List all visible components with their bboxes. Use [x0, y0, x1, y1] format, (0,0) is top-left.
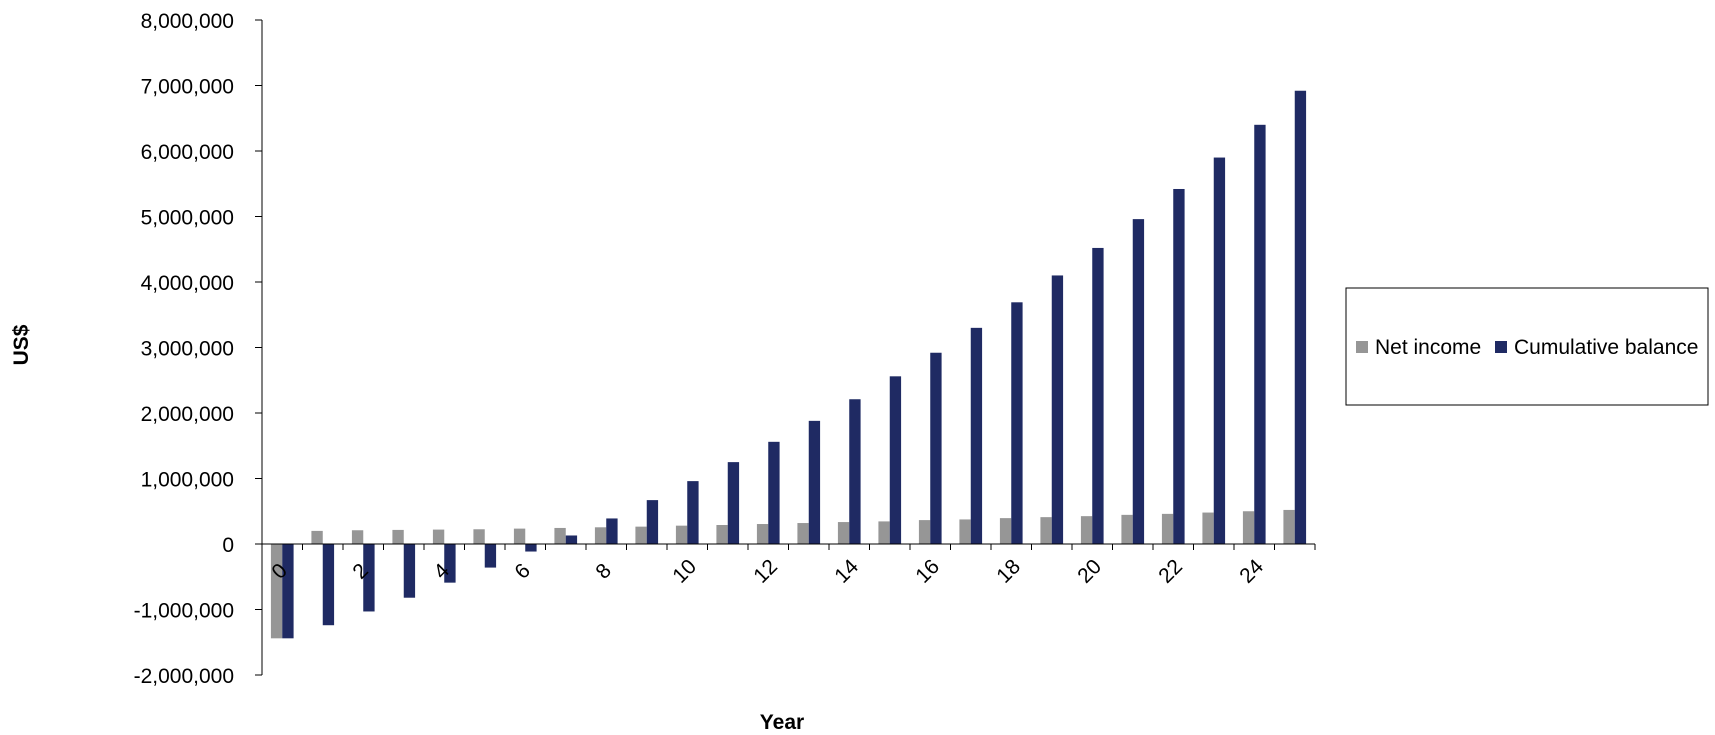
bar-cumulative-balance — [849, 399, 861, 544]
bar-cumulative-balance — [403, 544, 416, 598]
x-tick-label: 8 — [591, 559, 616, 584]
legend-label-cumulative-balance: Cumulative balance — [1514, 336, 1698, 359]
y-tick-label: 2,000,000 — [141, 403, 234, 426]
bar-net-income — [716, 525, 728, 544]
bar-net-income — [513, 528, 526, 544]
bar-net-income — [1242, 511, 1255, 544]
bar-cumulative-balance — [646, 500, 659, 544]
x-tick-label: 10 — [668, 555, 701, 588]
bar-cumulative-balance — [1132, 219, 1145, 544]
bar-net-income — [1040, 517, 1052, 544]
bar-cumulative-balance — [687, 481, 699, 544]
x-tick-label: 18 — [992, 555, 1025, 588]
bar-cumulative-balance — [1173, 188, 1185, 545]
bar-net-income — [837, 522, 850, 544]
bar-cumulative-balance — [525, 544, 537, 552]
bar-cumulative-balance — [808, 420, 821, 544]
x-tick-label: 16 — [911, 555, 944, 588]
bar-cumulative-balance — [1051, 275, 1064, 544]
bar-net-income — [351, 530, 364, 544]
bar-net-income — [1080, 516, 1093, 544]
y-tick-label: 8,000,000 — [141, 10, 234, 33]
y-tick-label: 1,000,000 — [141, 469, 234, 492]
bar-cumulative-balance — [1254, 124, 1266, 545]
bar-cumulative-balance — [1294, 90, 1307, 545]
bar-net-income — [1161, 513, 1174, 544]
bar-net-income — [473, 529, 485, 544]
bar-cumulative-balance — [970, 327, 983, 544]
bar-net-income — [635, 526, 647, 544]
bar-net-income — [675, 525, 688, 544]
bar-net-income — [797, 523, 809, 544]
x-tick-label: 20 — [1073, 555, 1106, 588]
bar-net-income — [1202, 512, 1214, 544]
legend-swatch-cumulative-balance — [1495, 341, 1507, 353]
bar-cumulative-balance — [889, 376, 902, 544]
bar-net-income — [594, 527, 607, 544]
x-axis-title: Year — [760, 711, 804, 734]
x-tick-label: 14 — [830, 555, 863, 588]
bar-cumulative-balance — [1213, 157, 1226, 545]
y-tick-label: 5,000,000 — [141, 207, 234, 230]
y-tick-label: 4,000,000 — [141, 272, 234, 295]
bar-net-income — [432, 529, 445, 544]
legend-label-net-income: Net income — [1375, 336, 1481, 359]
y-tick-label: 3,000,000 — [141, 338, 234, 361]
bar-net-income — [270, 544, 283, 639]
bar-cumulative-balance — [930, 352, 942, 544]
bar-cumulative-balance — [484, 544, 497, 568]
y-axis-title: US$ — [10, 324, 33, 365]
y-tick-label: -2,000,000 — [134, 665, 234, 688]
bar-net-income — [878, 521, 890, 544]
bar-net-income — [1283, 509, 1295, 544]
bar-net-income — [756, 524, 769, 544]
x-tick-label: 12 — [749, 555, 782, 588]
y-axis-ticks: 8,000,000 7,000,000 6,000,000 5,000,000 4,00… — [134, 10, 262, 688]
bar-cumulative-balance — [565, 535, 578, 544]
bar-net-income — [959, 519, 971, 544]
bar-cumulative-balance — [363, 544, 375, 612]
bar-cumulative-balance — [322, 544, 335, 626]
bar-net-income — [918, 520, 931, 544]
bar-net-income — [311, 530, 323, 544]
x-tick-label: 6 — [510, 559, 535, 584]
legend: Net income Cumulative balance — [1345, 287, 1709, 406]
axes — [261, 20, 1315, 675]
bar-cumulative-balance — [1092, 247, 1104, 544]
bar-net-income — [999, 518, 1012, 544]
legend-box — [1345, 287, 1709, 406]
bar-cumulative-balance — [1011, 302, 1023, 544]
x-tick-label: 24 — [1235, 555, 1268, 588]
bar-cumulative-balance — [282, 544, 294, 639]
bar-net-income — [392, 529, 404, 544]
y-tick-label: 0 — [222, 534, 234, 557]
x-tick-label: 22 — [1154, 555, 1187, 588]
y-tick-label: 7,000,000 — [141, 76, 234, 99]
y-tick-label: 6,000,000 — [141, 141, 234, 164]
y-tick-label: -1,000,000 — [134, 600, 234, 623]
bars — [270, 90, 1307, 639]
bar-cumulative-balance — [768, 441, 780, 544]
bar-net-income — [1121, 514, 1133, 544]
bar-cumulative-balance — [606, 518, 618, 544]
bar-cumulative-balance — [727, 462, 740, 544]
bar-cumulative-balance — [444, 544, 456, 583]
legend-swatch-net-income — [1356, 341, 1368, 353]
x-axis-ticks: 0 2 4 6 8 10 12 14 16 18 20 22 24 — [261, 544, 1316, 588]
bar-net-income — [554, 527, 566, 544]
